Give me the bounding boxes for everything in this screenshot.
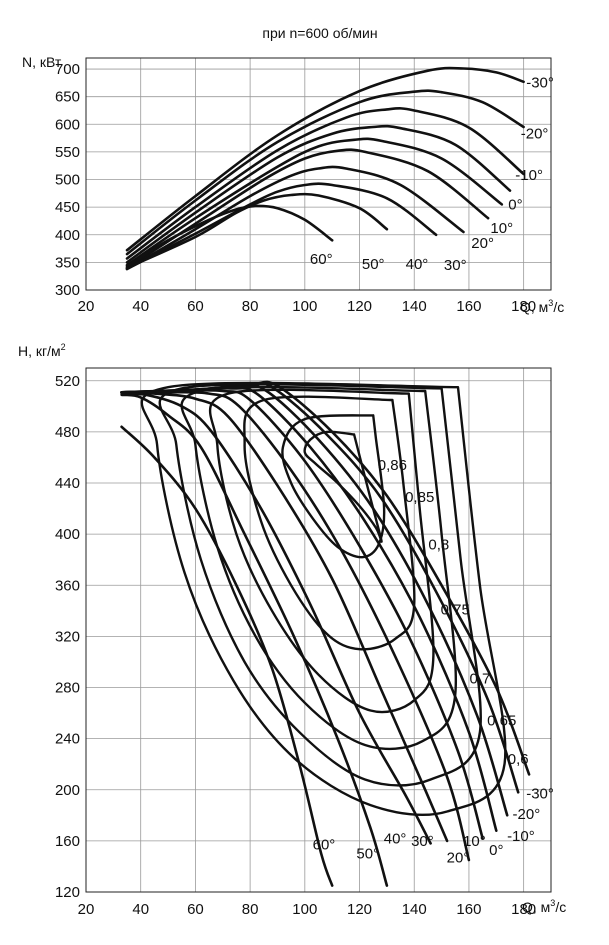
chart2-xtick-label: 180 (511, 901, 536, 918)
chart2-ylabel: H, кг/м2 (18, 342, 66, 359)
chart1-ytick-label: 500 (55, 172, 80, 189)
chart1-curve-label: 30° (444, 257, 467, 274)
chart1-ytick-label: 650 (55, 89, 80, 106)
chart2-series-line (120, 391, 449, 843)
chart1-curve-label: 60° (310, 251, 333, 268)
chart2-series-line (120, 390, 471, 862)
chart2-xtick-label: 80 (242, 901, 259, 918)
chart2-ytick-label: 520 (55, 373, 80, 390)
chart1-series-line (125, 165, 465, 271)
chart2-xlabel: Q, м3/с (522, 898, 566, 915)
chart1-frame (85, 57, 552, 291)
chart2-ytick-label: 120 (55, 884, 80, 901)
chart2-curve-label: 0,6 (508, 751, 529, 768)
chart1-series-line (125, 192, 389, 270)
chart2-series-line (120, 392, 432, 845)
chart1-series-line (125, 124, 512, 264)
chart2-efficiency-contour (243, 395, 416, 651)
chart1-xtick-label: 60 (187, 298, 204, 315)
chart1-series-line (125, 182, 438, 271)
chart1-ytick-label: 350 (55, 254, 80, 271)
chart2-efficiency-contour (140, 381, 507, 817)
chart1-curve-label: 50° (362, 256, 385, 273)
chart2-curve-label: 60° (313, 837, 336, 854)
chart2-curve-label: 20° (447, 849, 470, 866)
chart2-xtick-label: 120 (347, 901, 372, 918)
chart2-curve-label: 0,85 (405, 489, 434, 506)
chart1-series-line (125, 89, 525, 256)
chart2-ytick-label: 480 (55, 424, 80, 441)
chart2-ytick-label: 320 (55, 628, 80, 645)
chart2-efficiency-contour (158, 383, 482, 787)
chart2-efficiency-contour (208, 388, 435, 714)
chart1-series-line (125, 107, 525, 260)
chart1-xtick-label: 140 (402, 298, 427, 315)
chart1-ytick-label: 600 (55, 116, 80, 133)
chart2-curve-label: 0,65 (487, 713, 516, 730)
chart1-ytick-label: 400 (55, 227, 80, 244)
chart2-curve-label: 10° (463, 833, 486, 850)
chart1-power-curves: 20 40 60 80 100 120 140 160 180 300 350 400 450 500 55… (55, 57, 554, 315)
chart2-curve-label: 30° (411, 833, 434, 850)
chart1-ytick-label: 300 (55, 282, 80, 299)
chart2-curve-label: -10° (507, 828, 535, 845)
chart2-ytick-label: 200 (55, 782, 80, 799)
chart2-ytick-label: 280 (55, 680, 80, 697)
chart1-series-line (125, 204, 334, 268)
chart2-curve-label: 0,8 (428, 536, 449, 553)
chart2-ytick-label: 360 (55, 577, 80, 594)
chart1-series-line (125, 148, 490, 270)
chart2-pressure-curves: 20 40 60 80 100 120 140 160 180 120 160 200 240 280 32… (55, 367, 554, 918)
chart2-curve-label: 0,86 (378, 457, 407, 474)
chart1-xtick-label: 100 (292, 298, 317, 315)
chart2-curve-label: -20° (513, 806, 541, 823)
chart2-series-line (120, 425, 334, 887)
chart1-curve-label: 0° (508, 196, 522, 213)
chart2-curve-label: 0,75 (441, 602, 470, 619)
chart2-curve-label: 0° (489, 842, 503, 859)
chart2-ytick-label: 400 (55, 526, 80, 543)
chart2-curve-label: 50° (356, 846, 379, 863)
chart2-efficiency-contour (303, 430, 383, 543)
chart2-series-line (120, 381, 520, 794)
chart1-series-line (125, 137, 504, 267)
chart2-ytick-label: 160 (55, 833, 80, 850)
chart1-curve-label: -20° (521, 126, 549, 143)
chart2-xtick-label: 100 (292, 901, 317, 918)
chart1-ytick-label: 550 (55, 144, 80, 161)
chart1-xtick-label: 120 (347, 298, 372, 315)
chart1-ylabel: N, кВт (22, 54, 62, 70)
chart1-curve-label: 20° (471, 235, 494, 252)
chart2-ytick-label: 440 (55, 475, 80, 492)
chart1-xlabel: Q, м3/с (520, 298, 564, 315)
chart2-ytick-label: 240 (55, 731, 80, 748)
chart2-curve-label: 0,7 (469, 671, 490, 688)
chart1-curve-label: -10° (515, 167, 543, 184)
chart1-ytick-label: 450 (55, 199, 80, 216)
chart1-xtick-label: 160 (456, 298, 481, 315)
chart2-curve-label: -30° (526, 786, 554, 803)
chart1-xtick-label: 180 (511, 298, 536, 315)
chart1-xtick-label: 40 (132, 298, 149, 315)
chart2-series-line (120, 393, 389, 887)
chart1-curve-label: 40° (406, 256, 429, 273)
chart1-xtick-label: 20 (78, 298, 95, 315)
chart2-curve-label: 40° (384, 830, 407, 847)
chart1-curve-label: 10° (490, 220, 513, 237)
chart2-xtick-label: 140 (402, 901, 427, 918)
chart2-xtick-label: 60 (187, 901, 204, 918)
chart2-efficiency-contour (180, 385, 457, 751)
chart1-xtick-label: 80 (242, 298, 259, 315)
chart2-series-line (120, 380, 531, 776)
chart1-series-line (125, 66, 525, 252)
chart1-title: при n=600 об/мин (262, 25, 377, 41)
chart2-efficiency-contour (281, 414, 386, 559)
chart2-xtick-label: 40 (132, 901, 149, 918)
chart1-ytick-label: 700 (55, 61, 80, 78)
chart2-frame (85, 367, 552, 893)
chart1-curve-label: -30° (526, 74, 554, 91)
chart2-xtick-label: 20 (78, 901, 95, 918)
chart2-xtick-label: 160 (456, 901, 481, 918)
